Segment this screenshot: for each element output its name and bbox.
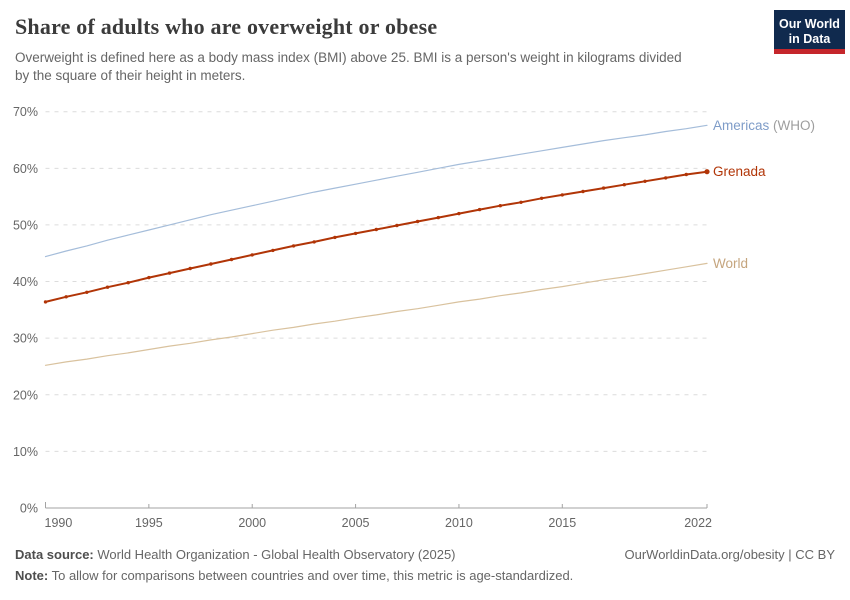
page-title: Share of adults who are overweight or ob… <box>15 14 438 39</box>
y-axis-tick-label: 0% <box>20 502 38 516</box>
series-label-americas[interactable]: Americas (WHO) <box>713 118 815 133</box>
data-point-marker[interactable] <box>581 189 585 194</box>
owid-logo[interactable]: Our World in Data <box>774 10 845 54</box>
y-axis-tick-label: 60% <box>13 162 38 176</box>
y-axis-tick-label: 20% <box>13 388 38 402</box>
data-point-marker[interactable] <box>291 244 296 248</box>
data-point-marker[interactable] <box>167 271 172 275</box>
series-line-americas[interactable] <box>44 124 708 258</box>
x-axis-tick-label: 2005 <box>342 516 370 530</box>
chart-area: 0% 10% 20% 30% 40% 50% 60% 70% 1990 1995 2000 2005 2… <box>0 95 850 545</box>
data-point-marker[interactable] <box>271 248 275 253</box>
y-axis-tick-label: 50% <box>13 218 38 232</box>
data-point-marker[interactable] <box>395 223 399 228</box>
data-point-marker[interactable] <box>643 179 647 183</box>
data-point-marker[interactable] <box>684 172 688 177</box>
y-axis-tick-label: 10% <box>13 445 38 459</box>
data-point-marker[interactable] <box>333 235 337 240</box>
data-point-marker[interactable] <box>312 240 316 244</box>
data-point-marker[interactable] <box>85 290 89 294</box>
data-point-marker[interactable] <box>353 231 358 236</box>
data-point-marker[interactable] <box>188 266 192 271</box>
note-label: Note: <box>15 568 49 584</box>
data-point-marker[interactable] <box>457 211 461 216</box>
owid-logo-line2: in Data <box>788 32 831 46</box>
data-point-marker[interactable] <box>250 253 254 257</box>
data-point-marker[interactable] <box>560 193 564 197</box>
subtitle-line: by the square of their height in meters. <box>15 68 246 84</box>
owid-logo-line1: Our World <box>779 17 840 31</box>
data-point-marker[interactable] <box>64 295 68 299</box>
data-point-marker[interactable] <box>43 300 48 304</box>
data-point-marker[interactable] <box>126 281 130 285</box>
data-point-marker[interactable] <box>229 257 234 262</box>
chart-footer: Data source: World Health Organization -… <box>15 544 835 586</box>
data-point-marker[interactable] <box>209 262 213 266</box>
data-point-marker[interactable] <box>519 200 523 204</box>
data-point-marker[interactable] <box>147 275 151 280</box>
data-point-marker[interactable] <box>664 176 668 180</box>
y-axis-tick-label: 30% <box>13 332 38 346</box>
data-point-marker[interactable] <box>498 204 502 208</box>
x-axis-tick-label: 1995 <box>135 516 163 530</box>
y-axis-tick-label: 70% <box>13 105 38 119</box>
x-axis-tick-label: 1990 <box>45 516 73 530</box>
chart-subtitle: Overweight is defined here as a body mas… <box>15 49 760 85</box>
data-source-value: World Health Organization - Global Healt… <box>93 547 456 562</box>
x-axis-tick-label: 2015 <box>548 516 576 530</box>
series-line-grenada[interactable] <box>44 170 708 303</box>
data-point-marker[interactable] <box>105 285 110 289</box>
chart-header: Share of adults who are overweight or ob… <box>15 10 845 85</box>
data-source-text: Data source: World Health Organization -… <box>15 544 456 565</box>
data-point-marker[interactable] <box>539 196 544 200</box>
y-axis-tick-label: 40% <box>13 275 38 289</box>
data-point-marker[interactable] <box>622 183 626 187</box>
series-label-world[interactable]: World <box>713 256 748 271</box>
note-value: To allow for comparisons between countri… <box>48 568 574 584</box>
subtitle-line: Overweight is defined here as a body mas… <box>15 50 682 65</box>
x-axis-tick-label: 2010 <box>445 516 473 530</box>
data-point-marker[interactable] <box>601 186 606 190</box>
data-point-marker[interactable] <box>374 227 378 232</box>
x-axis-tick-label: 2022 <box>684 516 712 530</box>
data-point-marker[interactable] <box>477 207 482 212</box>
data-point-marker[interactable] <box>415 219 420 224</box>
owid-cc-by-link[interactable]: OurWorldinData.org/obesity | CC BY <box>624 547 836 562</box>
series-line-world[interactable] <box>44 262 708 366</box>
data-source-label: Data source: <box>15 547 94 562</box>
x-axis-tick-label: 2000 <box>238 516 266 530</box>
note-text: Note: To allow for comparisons between c… <box>15 568 573 583</box>
line-chart-canvas[interactable]: 0% 10% 20% 30% 40% 50% 60% 70% 1990 1995 2000 2005 2… <box>0 95 850 545</box>
data-point-marker[interactable] <box>704 169 710 175</box>
data-point-marker[interactable] <box>436 215 440 220</box>
series-label-grenada[interactable]: Grenada <box>713 164 766 179</box>
